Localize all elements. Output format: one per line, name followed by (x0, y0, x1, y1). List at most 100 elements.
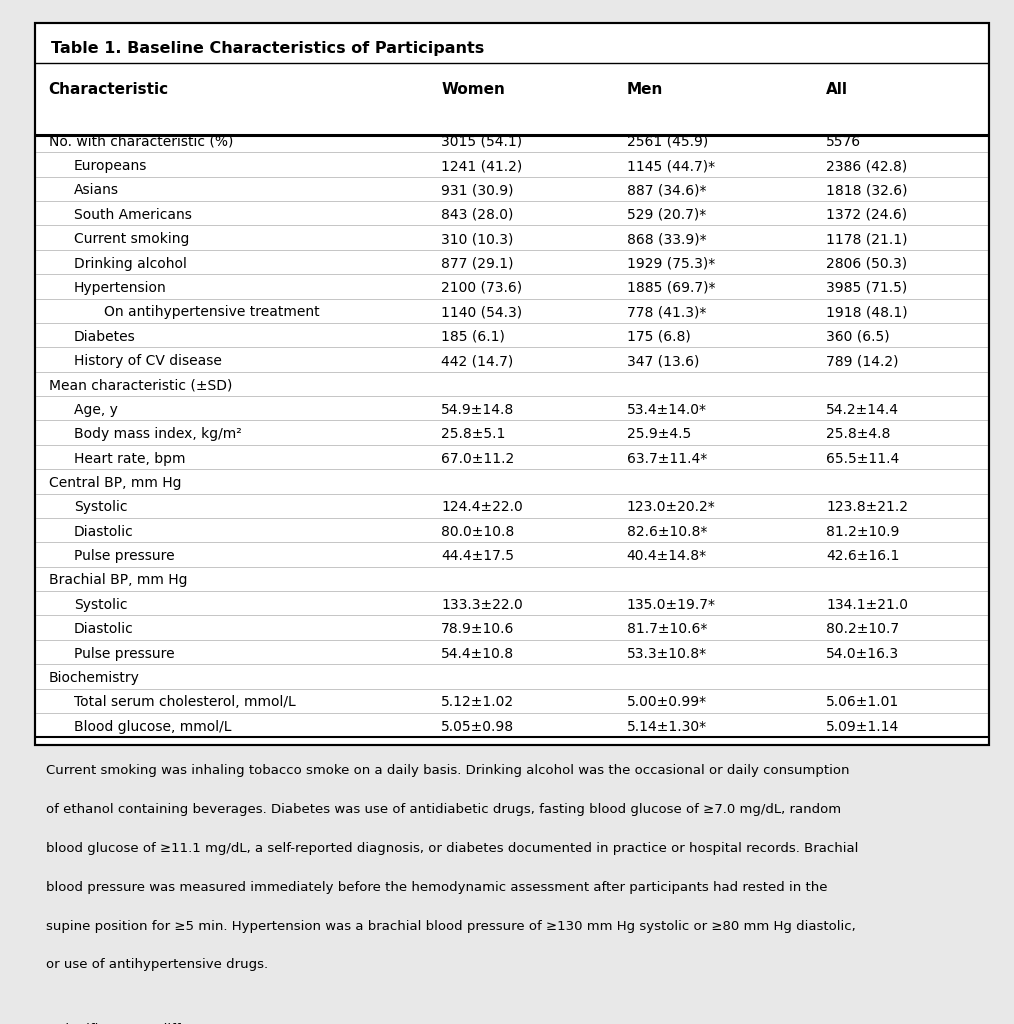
Text: 25.9±4.5: 25.9±4.5 (627, 427, 691, 441)
Text: 2806 (50.3): 2806 (50.3) (826, 257, 908, 270)
Text: or use of antihypertensive drugs.: or use of antihypertensive drugs. (46, 958, 268, 972)
Text: 82.6±10.8*: 82.6±10.8* (627, 524, 707, 539)
Bar (35, 23, 989, 745)
Text: 67.0±11.2: 67.0±11.2 (441, 452, 514, 466)
Text: Brachial BP, mm Hg: Brachial BP, mm Hg (49, 573, 188, 588)
Text: 931 (30.9): 931 (30.9) (441, 183, 513, 198)
Text: 25.8±5.1: 25.8±5.1 (441, 427, 505, 441)
Text: 5.06±1.01: 5.06±1.01 (826, 695, 899, 710)
Text: 124.4±22.0: 124.4±22.0 (441, 501, 523, 514)
Text: Men: Men (627, 82, 663, 97)
Text: 1885 (69.7)*: 1885 (69.7)* (627, 281, 715, 295)
Text: South Americans: South Americans (74, 208, 192, 222)
Text: 778 (41.3)*: 778 (41.3)* (627, 305, 706, 319)
Text: 123.0±20.2*: 123.0±20.2* (627, 501, 716, 514)
Text: Heart rate, bpm: Heart rate, bpm (74, 452, 186, 466)
Text: On antihypertensive treatment: On antihypertensive treatment (104, 305, 320, 319)
Bar (35, 23, 989, 745)
Text: supine position for ≥5 min. Hypertension was a brachial blood pressure of ≥130 m: supine position for ≥5 min. Hypertension… (46, 920, 856, 933)
Text: 3985 (71.5): 3985 (71.5) (826, 281, 908, 295)
Text: 5.09±1.14: 5.09±1.14 (826, 720, 899, 733)
Text: 54.2±14.4: 54.2±14.4 (826, 402, 899, 417)
Text: Biochemistry: Biochemistry (49, 671, 140, 685)
Text: 81.7±10.6*: 81.7±10.6* (627, 623, 707, 636)
Text: 2100 (73.6): 2100 (73.6) (441, 281, 522, 295)
Text: 44.4±17.5: 44.4±17.5 (441, 549, 514, 563)
Text: 53.4±14.0*: 53.4±14.0* (627, 402, 707, 417)
Text: Current smoking: Current smoking (74, 232, 190, 246)
Text: Europeans: Europeans (74, 159, 147, 173)
Text: 5.05±0.98: 5.05±0.98 (441, 720, 514, 733)
Text: Mean characteristic (±SD): Mean characteristic (±SD) (49, 379, 232, 392)
Text: Drinking alcohol: Drinking alcohol (74, 257, 187, 270)
Text: Pulse pressure: Pulse pressure (74, 646, 174, 660)
Text: 134.1±21.0: 134.1±21.0 (826, 598, 909, 611)
Text: 529 (20.7)*: 529 (20.7)* (627, 208, 706, 222)
Text: 347 (13.6): 347 (13.6) (627, 354, 699, 368)
Text: 40.4±14.8*: 40.4±14.8* (627, 549, 707, 563)
Text: 5.14±1.30*: 5.14±1.30* (627, 720, 707, 733)
Text: Asians: Asians (74, 183, 119, 198)
Text: 3015 (54.1): 3015 (54.1) (441, 135, 522, 148)
Text: 42.6±16.1: 42.6±16.1 (826, 549, 899, 563)
Text: 53.3±10.8*: 53.3±10.8* (627, 646, 707, 660)
Text: 887 (34.6)*: 887 (34.6)* (627, 183, 706, 198)
Text: 1145 (44.7)*: 1145 (44.7)* (627, 159, 715, 173)
Text: 63.7±11.4*: 63.7±11.4* (627, 452, 707, 466)
Text: Diastolic: Diastolic (74, 524, 134, 539)
Text: 25.8±4.8: 25.8±4.8 (826, 427, 890, 441)
Text: No. with characteristic (%): No. with characteristic (%) (49, 135, 233, 148)
Text: 1818 (32.6): 1818 (32.6) (826, 183, 908, 198)
Text: 310 (10.3): 310 (10.3) (441, 232, 513, 246)
Text: 442 (14.7): 442 (14.7) (441, 354, 513, 368)
Text: 80.0±10.8: 80.0±10.8 (441, 524, 514, 539)
Text: 868 (33.9)*: 868 (33.9)* (627, 232, 707, 246)
Text: of ethanol containing beverages. Diabetes was use of antidiabetic drugs, fasting: of ethanol containing beverages. Diabete… (46, 803, 841, 816)
Text: 843 (28.0): 843 (28.0) (441, 208, 513, 222)
Text: 78.9±10.6: 78.9±10.6 (441, 623, 514, 636)
Text: 1178 (21.1): 1178 (21.1) (826, 232, 908, 246)
Text: All: All (826, 82, 849, 97)
Text: 1929 (75.3)*: 1929 (75.3)* (627, 257, 715, 270)
Text: 81.2±10.9: 81.2±10.9 (826, 524, 899, 539)
Text: Central BP, mm Hg: Central BP, mm Hg (49, 476, 182, 489)
Text: 133.3±22.0: 133.3±22.0 (441, 598, 523, 611)
Text: 65.5±11.4: 65.5±11.4 (826, 452, 899, 466)
Text: Current smoking was inhaling tobacco smoke on a daily basis. Drinking alcohol wa: Current smoking was inhaling tobacco smo… (46, 764, 849, 777)
Text: Women: Women (441, 82, 505, 97)
Text: Body mass index, kg/m²: Body mass index, kg/m² (74, 427, 241, 441)
Text: Systolic: Systolic (74, 501, 128, 514)
Text: 80.2±10.7: 80.2±10.7 (826, 623, 899, 636)
Text: Age, y: Age, y (74, 402, 118, 417)
Text: 54.9±14.8: 54.9±14.8 (441, 402, 514, 417)
Text: 2561 (45.9): 2561 (45.9) (627, 135, 708, 148)
Text: Blood glucose, mmol/L: Blood glucose, mmol/L (74, 720, 231, 733)
Text: 5.12±1.02: 5.12±1.02 (441, 695, 514, 710)
Text: 1918 (48.1): 1918 (48.1) (826, 305, 908, 319)
Text: Total serum cholesterol, mmol/L: Total serum cholesterol, mmol/L (74, 695, 296, 710)
Text: 5.00±0.99*: 5.00±0.99* (627, 695, 707, 710)
Text: Systolic: Systolic (74, 598, 128, 611)
Text: blood pressure was measured immediately before the hemodynamic assessment after : blood pressure was measured immediately … (46, 881, 827, 894)
Text: blood glucose of ≥11.1 mg/dL, a self-reported diagnosis, or diabetes documented : blood glucose of ≥11.1 mg/dL, a self-rep… (46, 842, 858, 855)
Text: Pulse pressure: Pulse pressure (74, 549, 174, 563)
Text: 789 (14.2): 789 (14.2) (826, 354, 898, 368)
Text: 185 (6.1): 185 (6.1) (441, 330, 505, 344)
Text: 5576: 5576 (826, 135, 862, 148)
Text: Diastolic: Diastolic (74, 623, 134, 636)
Text: 1241 (41.2): 1241 (41.2) (441, 159, 522, 173)
Text: Hypertension: Hypertension (74, 281, 166, 295)
Text: Diabetes: Diabetes (74, 330, 136, 344)
Text: 2386 (42.8): 2386 (42.8) (826, 159, 908, 173)
Text: Characteristic: Characteristic (49, 82, 168, 97)
Text: 54.4±10.8: 54.4±10.8 (441, 646, 514, 660)
Text: 54.0±16.3: 54.0±16.3 (826, 646, 899, 660)
Text: 123.8±21.2: 123.8±21.2 (826, 501, 909, 514)
Text: 877 (29.1): 877 (29.1) (441, 257, 513, 270)
Text: History of CV disease: History of CV disease (74, 354, 222, 368)
Text: 175 (6.8): 175 (6.8) (627, 330, 691, 344)
Text: 360 (6.5): 360 (6.5) (826, 330, 890, 344)
Text: 1372 (24.6): 1372 (24.6) (826, 208, 908, 222)
Text: Table 1. Baseline Characteristics of Participants: Table 1. Baseline Characteristics of Par… (51, 41, 484, 56)
Text: 1140 (54.3): 1140 (54.3) (441, 305, 522, 319)
